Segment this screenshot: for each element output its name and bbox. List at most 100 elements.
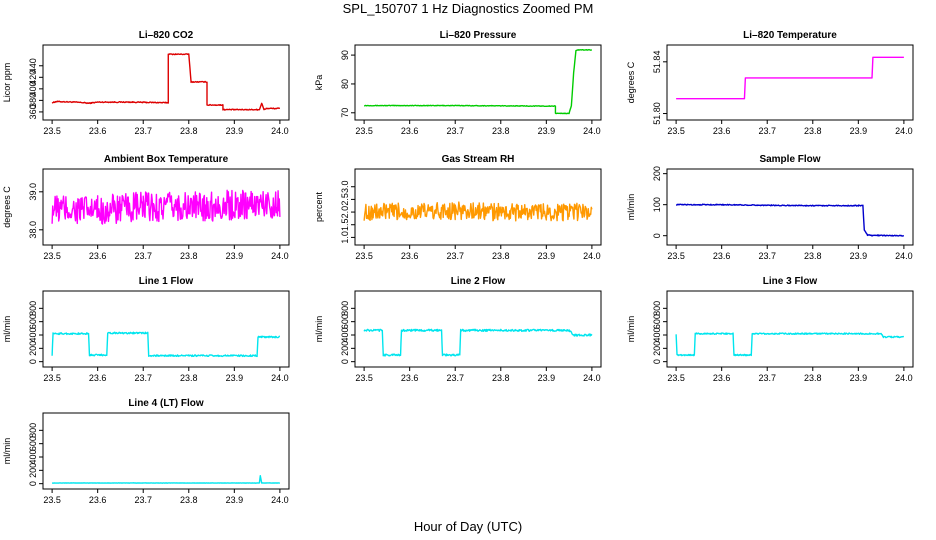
y-tick-label: 0 [652, 359, 662, 364]
y-tick-label: 200 [28, 341, 38, 356]
y-axis-label: percent [314, 191, 324, 222]
series-line [51, 53, 280, 111]
x-tick-label: 24.0 [895, 251, 913, 261]
y-tick-label: 600 [28, 314, 38, 329]
x-tick-label: 23.8 [180, 126, 198, 136]
y-tick-label: 800 [340, 301, 350, 316]
x-tick-label: 23.6 [713, 126, 731, 136]
x-tick-label: 23.9 [538, 373, 556, 383]
y-tick-label: 400 [340, 327, 350, 342]
panel-10: Line 4 (LT) Flow 23.5 23.6 23.7 23.8 23.9 24.0… [2, 398, 290, 505]
y-tick-label: 200 [652, 341, 662, 356]
y-tick-label: 600 [28, 436, 38, 451]
panel-title: Line 3 Flow [763, 276, 818, 287]
x-tick-label: 23.9 [850, 251, 868, 261]
x-tick-label: 24.0 [271, 495, 289, 505]
y-tick-label: 70 [340, 108, 350, 118]
plot-frame [666, 44, 914, 121]
y-axis-label: ml/min [2, 438, 12, 465]
plot-frame [354, 44, 602, 121]
y-tick-label: 51.84 [652, 51, 662, 74]
x-tick-label: 23.5 [43, 495, 61, 505]
series-line [676, 56, 904, 100]
x-tick-label: 24.0 [583, 251, 601, 261]
panel-7: Line 1 Flow 23.5 23.6 23.7 23.8 23.9 24.0 0 2004… [2, 276, 290, 383]
x-tick-label: 23.5 [355, 251, 373, 261]
y-axis-label: kPa [314, 75, 324, 91]
y-tick-label: 1.5 [340, 218, 350, 231]
y-axis-label: degrees C [626, 61, 636, 103]
x-tick-label: 23.5 [667, 251, 685, 261]
y-tick-label: 600 [652, 314, 662, 329]
x-tick-label: 23.8 [804, 126, 822, 136]
x-tick-label: 23.9 [226, 373, 244, 383]
x-tick-label: 23.5 [667, 126, 685, 136]
series-line [364, 48, 592, 115]
x-tick-label: 23.7 [446, 373, 464, 383]
x-tick-label: 23.6 [401, 251, 419, 261]
series-line [52, 474, 280, 484]
plot-frame [354, 168, 602, 246]
x-tick-label: 23.8 [492, 251, 510, 261]
plot-frame [42, 168, 290, 246]
x-tick-label: 23.5 [43, 373, 61, 383]
x-tick-label: 24.0 [271, 126, 289, 136]
x-tick-label: 23.7 [134, 495, 152, 505]
x-tick-label: 23.7 [758, 126, 776, 136]
y-tick-label: 80 [340, 79, 350, 89]
x-tick-label: 23.9 [226, 126, 244, 136]
x-tick-label: 24.0 [271, 251, 289, 261]
panel-grid: Li–820 CO2 23.5 23.6 23.7 23.8 23.9 24.0 360380… [2, 30, 914, 505]
panel-9: Line 3 Flow 23.5 23.6 23.7 23.8 23.9 24.0 0 2004… [626, 276, 914, 383]
x-tick-label: 24.0 [583, 126, 601, 136]
series-line [675, 203, 904, 237]
plot-frame [42, 290, 290, 368]
y-tick-label: 420 [28, 70, 38, 85]
y-tick-label: 800 [28, 423, 38, 438]
y-tick-label: 0 [652, 233, 662, 238]
y-tick-label: 51.80 [652, 102, 662, 125]
panel-2: Li–820 Pressure 23.5 23.6 23.7 23.8 23.9 24.0 7… [314, 30, 602, 136]
y-axis-label: ml/min [2, 316, 12, 343]
y-axis-label: ml/min [626, 316, 636, 343]
panel-4: Ambient Box Temperature 23.5 23.6 23.7 23.8 2… [2, 154, 290, 261]
x-tick-label: 23.6 [401, 373, 419, 383]
x-tick-label: 23.6 [89, 126, 107, 136]
y-tick-label: 800 [652, 301, 662, 316]
x-tick-label: 23.5 [43, 251, 61, 261]
x-tick-label: 23.8 [804, 251, 822, 261]
x-tick-label: 23.9 [850, 126, 868, 136]
panel-title: Line 2 Flow [451, 276, 506, 287]
y-axis-label: ml/min [626, 194, 636, 221]
panel-title: Sample Flow [759, 154, 820, 165]
y-tick-label: 2.5 [340, 193, 350, 206]
y-tick-label: 0 [28, 481, 38, 486]
x-tick-label: 23.7 [446, 251, 464, 261]
plot-frame [42, 44, 290, 121]
y-tick-label: 0 [28, 359, 38, 364]
y-tick-label: 600 [340, 314, 350, 329]
panel-title: Li–820 CO2 [139, 30, 194, 41]
x-tick-label: 23.9 [538, 126, 556, 136]
x-tick-label: 24.0 [271, 373, 289, 383]
x-tick-label: 23.8 [180, 495, 198, 505]
y-tick-label: 800 [28, 301, 38, 316]
panel-title: Gas Stream RH [442, 154, 515, 165]
series-line [363, 328, 593, 357]
panel-title: Line 1 Flow [139, 276, 194, 287]
figure-xlabel: Hour of Day (UTC) [414, 519, 522, 534]
panel-5: Gas Stream RH 23.5 23.6 23.7 23.8 23.9 24.0 1.0… [314, 154, 602, 261]
x-tick-label: 23.7 [134, 373, 152, 383]
panel-title: Line 4 (LT) Flow [128, 398, 204, 409]
series-line [363, 201, 593, 222]
x-tick-label: 23.8 [492, 126, 510, 136]
x-tick-label: 23.5 [355, 126, 373, 136]
y-axis-label: ml/min [314, 316, 324, 343]
x-tick-label: 23.9 [538, 251, 556, 261]
plot-frame [666, 290, 914, 368]
y-tick-label: 200 [340, 341, 350, 356]
panel-6: Sample Flow 23.5 23.6 23.7 23.8 23.9 24.0 0 100 2… [626, 154, 914, 261]
x-tick-label: 23.7 [446, 126, 464, 136]
x-tick-label: 23.7 [758, 251, 776, 261]
